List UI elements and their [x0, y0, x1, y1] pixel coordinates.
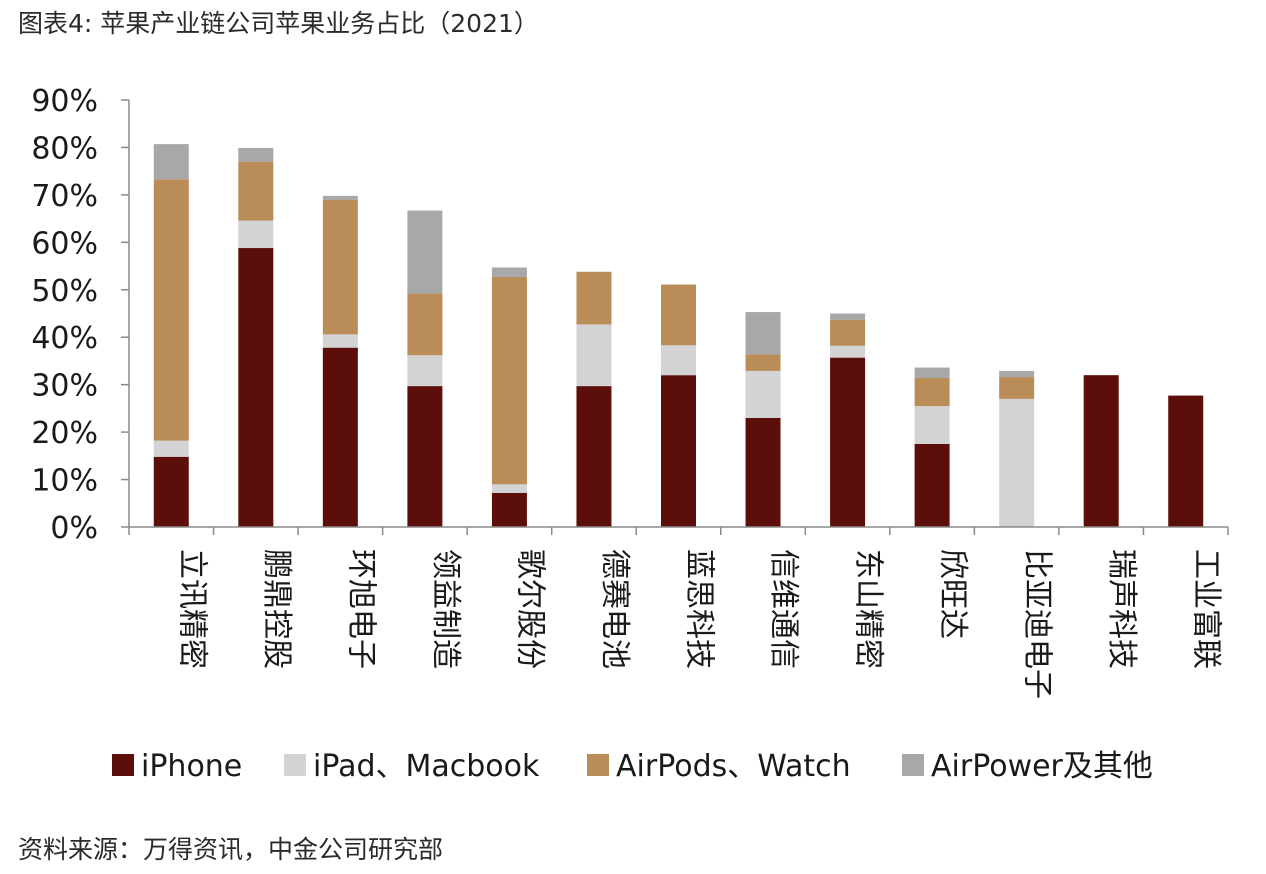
bar-segment	[999, 377, 1035, 399]
bar-segment	[491, 484, 527, 493]
bar-segment	[914, 406, 950, 444]
bar-segment	[830, 313, 866, 320]
bar-segment	[661, 345, 696, 376]
y-tick-label: 0%	[50, 511, 98, 546]
legend-label: iPhone	[141, 749, 242, 784]
bar-segment	[491, 492, 527, 527]
legend: iPhone iPad、Macbook AirPods、Watch AirPower及…	[112, 749, 1153, 784]
bar-segment	[153, 144, 189, 180]
bar-segment	[322, 347, 358, 527]
x-tick-label: 工业富联	[1189, 549, 1224, 669]
bar-segment	[830, 345, 866, 358]
bar-segment	[153, 456, 189, 527]
bar-segment	[745, 312, 781, 355]
bar-segment	[576, 271, 612, 325]
bar-segment	[238, 248, 274, 527]
bar-segment	[1083, 375, 1119, 527]
y-tick-label: 60%	[31, 226, 98, 261]
y-tick-label: 90%	[31, 84, 98, 119]
bar-segment	[999, 370, 1035, 378]
x-tick-label: 环旭电子	[343, 549, 378, 669]
y-tick-label: 30%	[31, 369, 98, 404]
bar-segment	[914, 367, 950, 379]
x-tick-label: 比亚迪电子	[1020, 549, 1055, 699]
y-tick-label: 40%	[31, 321, 98, 356]
bar-segment	[491, 267, 527, 277]
legend-swatch	[284, 754, 306, 776]
legend-swatch	[112, 754, 134, 776]
bar-segment	[576, 324, 612, 387]
bar-segment	[322, 195, 358, 200]
x-tick-label: 蓝思科技	[682, 549, 717, 669]
x-tick-label: 瑞声科技	[1104, 549, 1139, 669]
x-tick-label: 信维通信	[766, 549, 801, 669]
y-tick-label: 50%	[31, 274, 98, 309]
x-tick-label: 欣旺达	[935, 549, 970, 639]
bar-segment	[745, 417, 781, 527]
bar-segment	[238, 220, 274, 249]
bar-segment	[322, 199, 358, 335]
bars	[153, 144, 1204, 527]
bar-segment	[407, 210, 443, 294]
legend-label: iPad、Macbook	[313, 749, 540, 784]
bar-segment	[238, 161, 274, 221]
bar-segment	[914, 443, 950, 527]
bar-segment	[830, 357, 866, 527]
bar-segment	[830, 319, 866, 346]
bar-segment	[491, 276, 527, 485]
legend-label: AirPower及其他	[931, 749, 1153, 784]
x-tick-label: 东山精密	[851, 549, 886, 669]
bar-segment	[661, 375, 696, 527]
bar-segment	[745, 354, 781, 371]
y-tick-label: 70%	[31, 179, 98, 214]
bar-segment	[153, 440, 189, 457]
bar-segment	[999, 398, 1035, 527]
bar-segment	[745, 370, 781, 418]
bar-segment	[322, 334, 358, 348]
y-tick-label: 80%	[31, 131, 98, 166]
figure-title: 图表4: 苹果产业链公司苹果业务占比（2021）	[18, 9, 539, 38]
legend-label: AirPods、Watch	[616, 749, 851, 784]
bar-segment	[153, 179, 189, 441]
x-tick-label: 领益制造	[428, 549, 463, 669]
bar-segment	[576, 386, 612, 527]
x-tick-label: 歌尔股份	[512, 549, 547, 669]
y-tick-label: 20%	[31, 416, 98, 451]
legend-swatch	[587, 754, 609, 776]
x-tick-label: 德赛电池	[597, 549, 632, 669]
x-tick-label: 立讯精密	[174, 549, 209, 669]
bar-segment	[407, 386, 443, 527]
bar-segment	[1168, 395, 1204, 527]
bar-segment	[661, 284, 696, 346]
x-tick-label: 鹏鼎控股	[259, 549, 294, 669]
bar-segment	[407, 355, 443, 387]
bar-segment	[238, 147, 274, 162]
x-axis: 立讯精密 鹏鼎控股 环旭电子 领益制造 歌尔股份 德赛电池 蓝思科技 信维通信 东山精密 欣旺达 比…	[128, 526, 1229, 699]
bar-segment	[914, 378, 950, 407]
y-tick-label: 10%	[31, 464, 98, 499]
source-note: 资料来源：万得资讯，中金公司研究部	[18, 835, 444, 864]
legend-swatch	[902, 754, 924, 776]
bar-segment	[407, 293, 443, 356]
y-axis: 0% 10% 20% 30% 40% 50% 60% 70% 80% 90%	[31, 84, 130, 546]
